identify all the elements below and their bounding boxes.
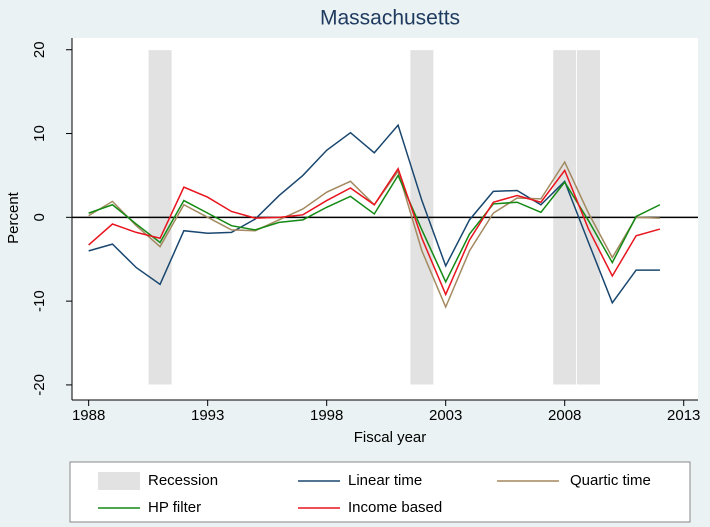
series-line: [88, 173, 661, 284]
y-tick-label: 10: [31, 125, 48, 142]
legend: [69, 461, 691, 523]
series-line: [88, 167, 661, 297]
x-tick-label: 2003: [429, 407, 462, 424]
x-tick-label: 2013: [667, 407, 700, 424]
legend-label: Recession: [148, 472, 218, 489]
x-tick-label: 1988: [72, 407, 105, 424]
x-tick-label: 1998: [310, 407, 343, 424]
y-tick-label: 0: [31, 213, 48, 221]
x-tick-label: 2008: [548, 407, 581, 424]
legend-label: Quartic time: [570, 472, 651, 489]
legend-label: HP filter: [148, 499, 201, 516]
y-tick-label: -10: [31, 290, 48, 312]
legend-label: Linear time: [348, 472, 422, 489]
y-axis-label: Percent: [5, 191, 22, 244]
x-axis-label: Fiscal year: [354, 429, 427, 446]
x-tick-label: 1993: [191, 407, 224, 424]
y-tick-label: -20: [31, 374, 48, 396]
legend-label: Income based: [348, 499, 442, 516]
y-tick-label: 20: [31, 41, 48, 58]
chart-title: Massachusetts: [320, 7, 460, 30]
legend-swatch: [98, 472, 140, 490]
